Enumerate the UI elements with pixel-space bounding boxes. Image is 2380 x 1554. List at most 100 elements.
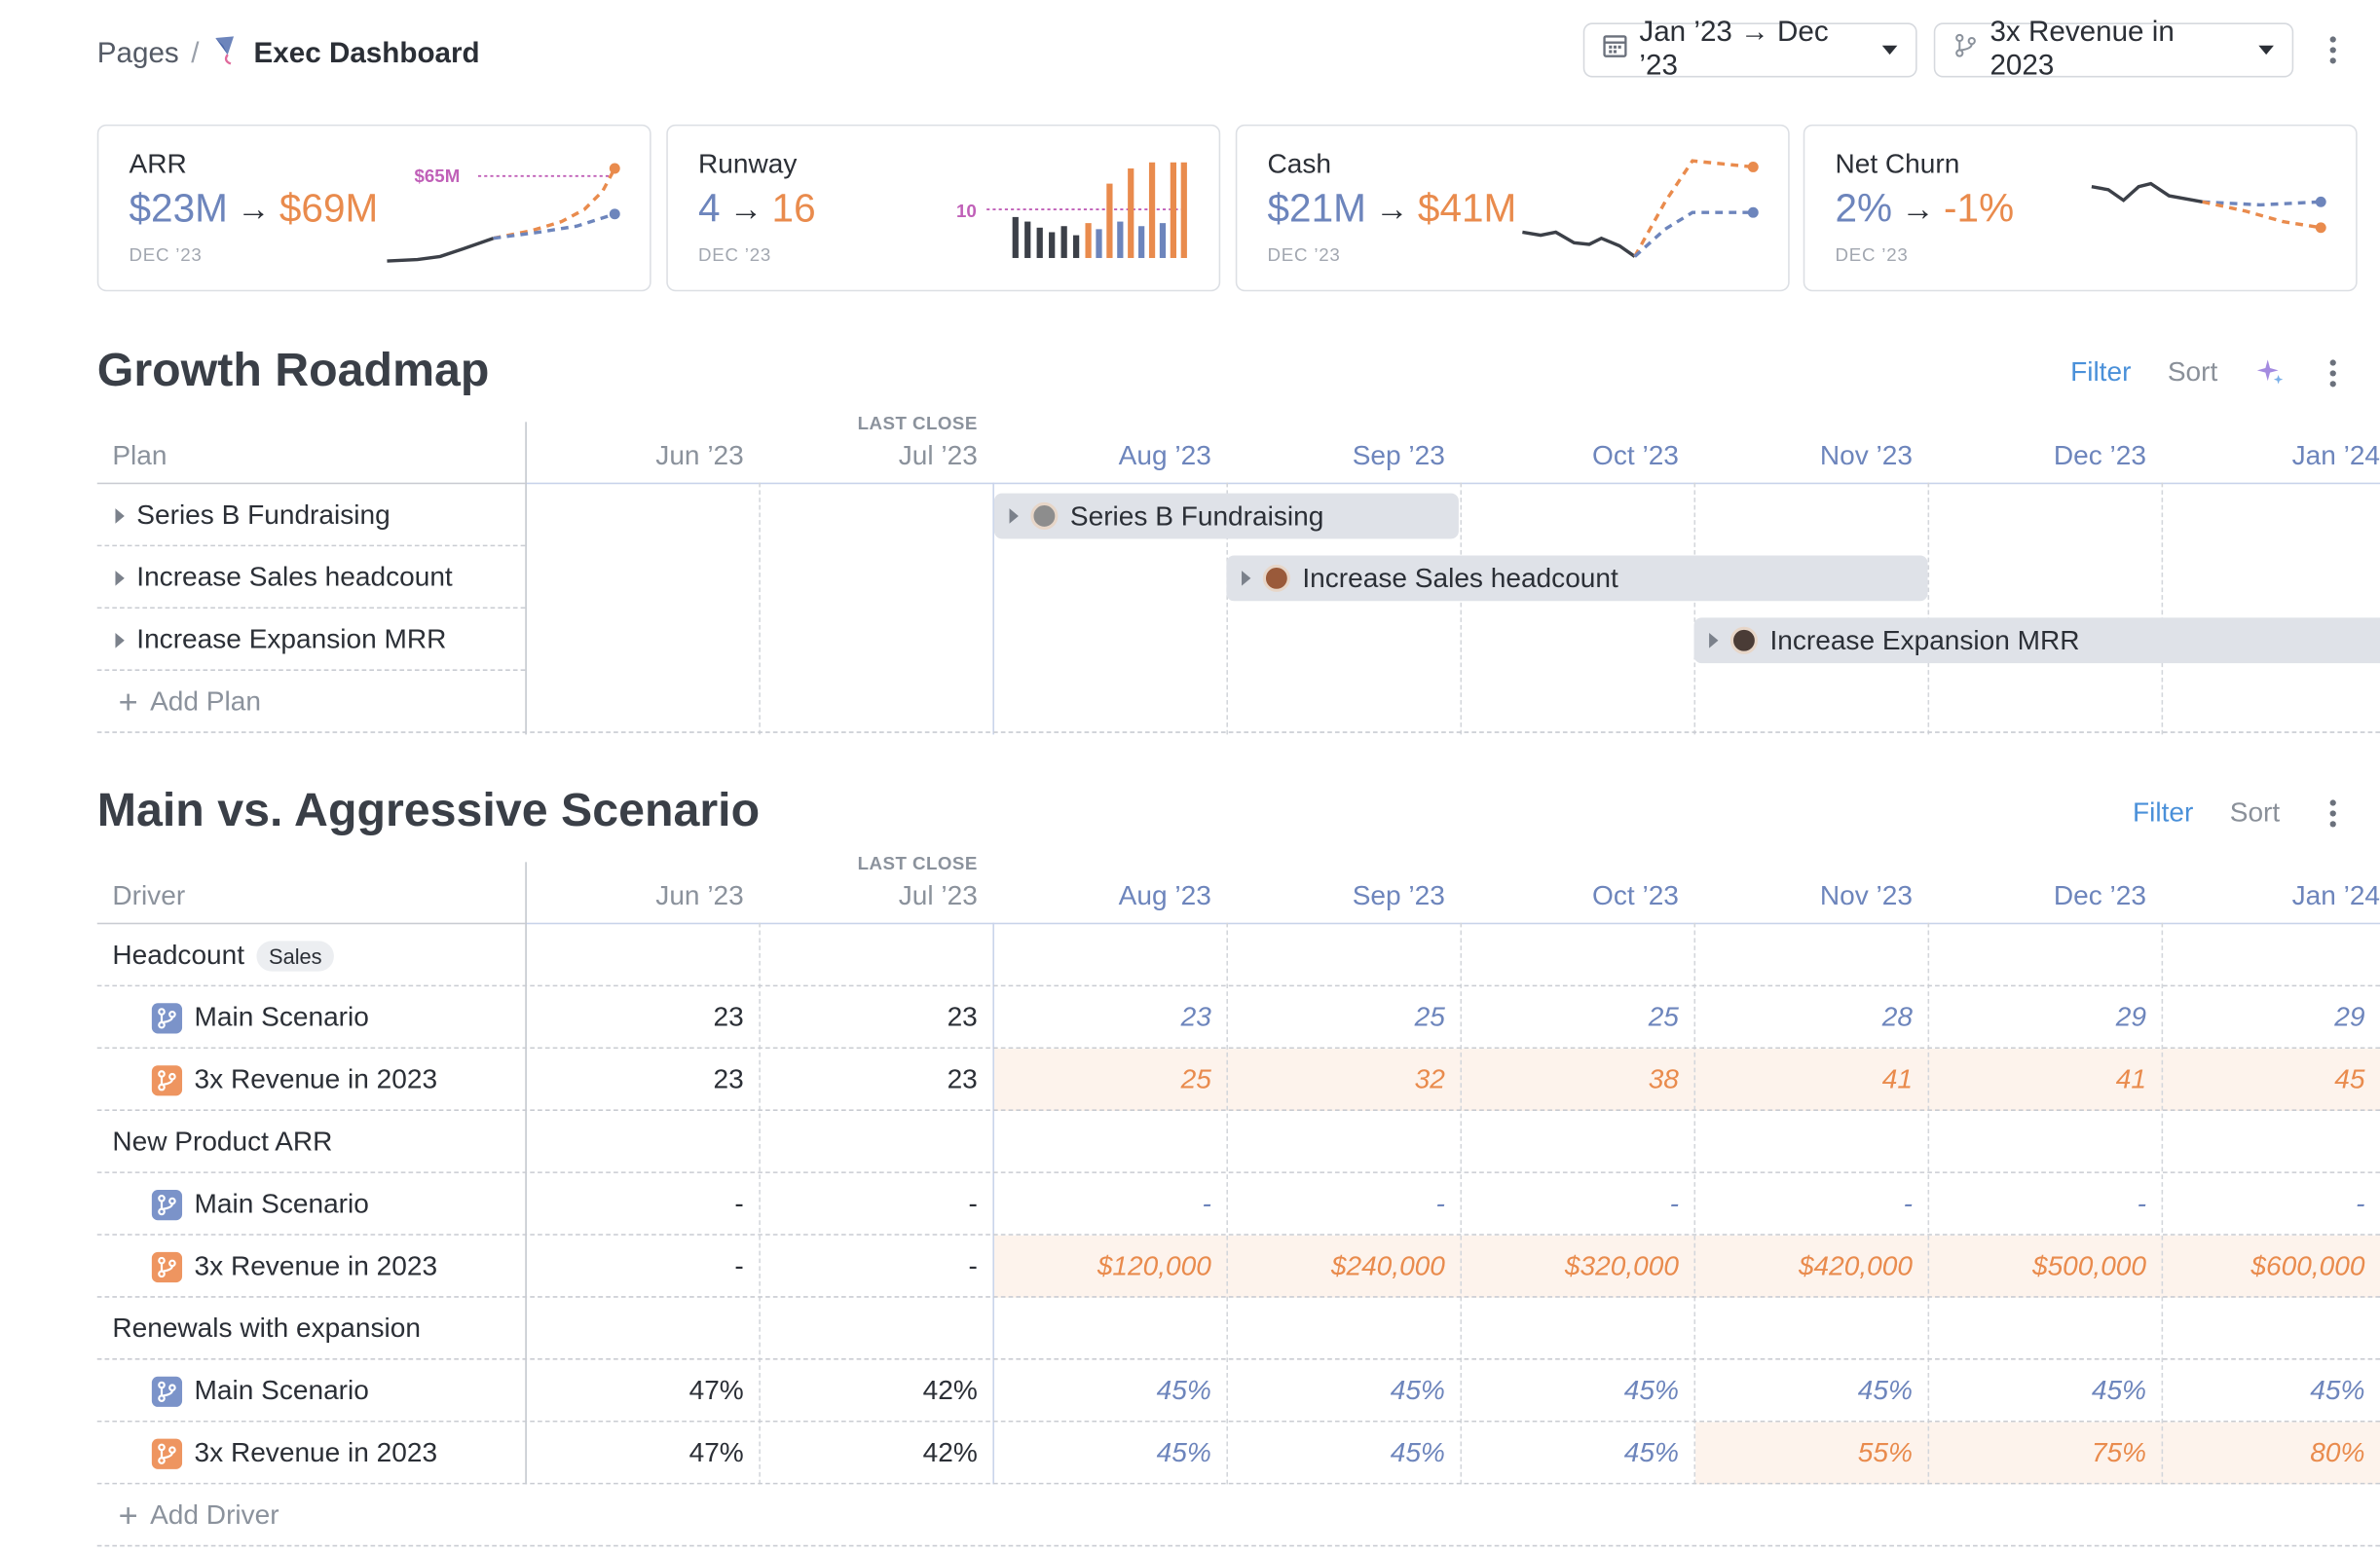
sparkle-icon[interactable] bbox=[2255, 356, 2286, 394]
plan-row-sales-headcount[interactable]: Increase Sales headcount bbox=[115, 562, 453, 594]
value-cell[interactable]: $320,000 bbox=[1564, 1250, 1679, 1281]
kpi-card-arr[interactable]: ARR $23M → $69M DEC ’23 $65M bbox=[96, 124, 651, 292]
scenario-more-icon[interactable] bbox=[2329, 799, 2336, 828]
value-cell[interactable]: 23 bbox=[947, 1001, 978, 1032]
page-title: Exec Dashboard bbox=[253, 37, 480, 70]
month-header: Jul ’23 bbox=[898, 880, 978, 911]
roadmap-sort-button[interactable]: Sort bbox=[2167, 356, 2218, 388]
driver-group-renewals[interactable]: Renewals with expansion bbox=[112, 1313, 421, 1345]
value-cell[interactable]: 45% bbox=[2310, 1375, 2365, 1406]
value-cell[interactable]: 45% bbox=[1623, 1375, 1679, 1406]
scenario-dropdown[interactable]: 3x Revenue in 2023 bbox=[1933, 17, 2294, 82]
value-cell[interactable]: $600,000 bbox=[2250, 1250, 2365, 1281]
value-cell[interactable]: 29 bbox=[2115, 1001, 2147, 1032]
kpi-card-cash[interactable]: Cash $21M → $41M DEC ’23 bbox=[1235, 124, 1790, 292]
value-cell[interactable]: 23 bbox=[713, 1001, 744, 1032]
value-cell[interactable]: 23 bbox=[947, 1063, 978, 1094]
value-cell[interactable]: 23 bbox=[1180, 1001, 1211, 1032]
plan-row-expansion-mrr[interactable]: Increase Expansion MRR bbox=[115, 624, 446, 656]
value-cell[interactable]: 45 bbox=[2334, 1063, 2365, 1094]
scenario-row-alt[interactable]: 3x Revenue in 2023 bbox=[151, 1250, 437, 1282]
add-driver-button[interactable]: + Add Driver bbox=[119, 1498, 279, 1531]
driver-group-headcount[interactable]: Headcount Sales bbox=[112, 940, 335, 972]
scenario-row-main[interactable]: Main Scenario bbox=[151, 1188, 369, 1220]
kpi-value: 2% → -1% bbox=[1835, 185, 2014, 232]
value-cell[interactable]: - bbox=[2137, 1188, 2147, 1219]
value-cell[interactable]: $500,000 bbox=[2031, 1250, 2147, 1281]
value-cell[interactable]: 25 bbox=[1180, 1063, 1211, 1094]
value-cell[interactable]: - bbox=[734, 1250, 744, 1281]
value-cell[interactable]: 29 bbox=[2334, 1001, 2365, 1032]
gantt-bar-sales-headcount[interactable]: Increase Sales headcount bbox=[1226, 555, 1928, 602]
value-cell[interactable]: 47% bbox=[688, 1437, 744, 1468]
gantt-bar-expansion-mrr[interactable]: Increase Expansion MRR bbox=[1693, 617, 2380, 664]
breadcrumb-pages[interactable]: Pages bbox=[96, 37, 179, 70]
value-cell[interactable]: 45% bbox=[1623, 1437, 1679, 1468]
kpi-date: DEC ’23 bbox=[129, 243, 203, 266]
kpi-from: $23M bbox=[129, 185, 228, 231]
value-cell[interactable]: 45% bbox=[1857, 1375, 1913, 1406]
scenario-filter-button[interactable]: Filter bbox=[2132, 796, 2194, 828]
roadmap-filter-button[interactable]: Filter bbox=[2070, 356, 2132, 388]
scenario-row-alt[interactable]: 3x Revenue in 2023 bbox=[151, 1064, 437, 1096]
plan-label: Series B Fundraising bbox=[136, 499, 390, 530]
value-cell[interactable]: 45% bbox=[1390, 1375, 1445, 1406]
value-cell[interactable]: - bbox=[1903, 1188, 1913, 1219]
value-cell[interactable]: - bbox=[968, 1250, 978, 1281]
value-cell[interactable]: - bbox=[1435, 1188, 1445, 1219]
plan-row-series-b[interactable]: Series B Fundraising bbox=[115, 500, 390, 532]
expand-caret-icon[interactable] bbox=[115, 570, 125, 585]
value-cell[interactable]: - bbox=[1202, 1188, 1211, 1219]
kpi-card-runway[interactable]: Runway 4 → 16 DEC ’23 10 bbox=[666, 124, 1221, 292]
value-cell[interactable]: 42% bbox=[922, 1437, 978, 1468]
arr-annotation: $65M bbox=[415, 166, 461, 186]
value-cell[interactable]: $120,000 bbox=[1097, 1250, 1211, 1281]
value-cell[interactable]: - bbox=[968, 1188, 978, 1219]
value-cell[interactable]: 25 bbox=[1648, 1001, 1679, 1032]
value-cell[interactable]: 75% bbox=[2091, 1437, 2147, 1468]
value-cell[interactable]: 38 bbox=[1648, 1063, 1679, 1094]
scenario-row-main[interactable]: Main Scenario bbox=[151, 1002, 369, 1034]
value-cell[interactable]: 80% bbox=[2310, 1437, 2365, 1468]
roadmap-more-icon[interactable] bbox=[2329, 359, 2336, 388]
gantt-bar-series-b[interactable]: Series B Fundraising bbox=[993, 493, 1459, 539]
value-cell[interactable]: 32 bbox=[1414, 1063, 1445, 1094]
kpi-from: $21M bbox=[1267, 185, 1366, 231]
scenario-label: Main Scenario bbox=[194, 1375, 369, 1406]
value-cell[interactable]: 45% bbox=[1390, 1437, 1445, 1468]
kpi-card-net-churn[interactable]: Net Churn 2% → -1% DEC ’23 bbox=[1803, 124, 2358, 292]
branch-icon bbox=[151, 1375, 183, 1407]
value-cell[interactable]: 23 bbox=[713, 1063, 744, 1094]
value-cell[interactable]: 47% bbox=[688, 1375, 744, 1406]
value-cell[interactable]: - bbox=[734, 1188, 744, 1219]
date-range-dropdown[interactable]: Jan ’23 → Dec ’23 bbox=[1582, 17, 1917, 82]
value-cell[interactable]: $240,000 bbox=[1330, 1250, 1445, 1281]
expand-caret-icon[interactable] bbox=[115, 507, 125, 523]
value-cell[interactable]: 41 bbox=[2115, 1063, 2147, 1094]
value-cell[interactable]: 45% bbox=[2091, 1375, 2147, 1406]
value-cell[interactable]: 28 bbox=[1881, 1001, 1913, 1032]
last-close-label: LAST CLOSE bbox=[857, 412, 978, 434]
gantt-bar-label: Increase Expansion MRR bbox=[1769, 624, 2080, 655]
arrow-right-icon: → bbox=[1901, 189, 1935, 228]
expand-caret-icon[interactable] bbox=[115, 632, 125, 648]
value-cell[interactable]: 55% bbox=[1857, 1437, 1913, 1468]
scenario-sort-button[interactable]: Sort bbox=[2229, 796, 2281, 828]
scenario-row-alt[interactable]: 3x Revenue in 2023 bbox=[151, 1437, 437, 1469]
value-cell[interactable]: 25 bbox=[1414, 1001, 1445, 1032]
driver-group-new-product-arr[interactable]: New Product ARR bbox=[112, 1127, 332, 1159]
value-cell[interactable]: - bbox=[1669, 1188, 1679, 1219]
value-cell[interactable]: 45% bbox=[1156, 1437, 1211, 1468]
add-plan-button[interactable]: + Add Plan bbox=[119, 684, 261, 718]
value-cell[interactable]: 42% bbox=[922, 1375, 978, 1406]
kpi-to: $69M bbox=[279, 185, 379, 231]
value-cell[interactable]: - bbox=[2356, 1188, 2365, 1219]
scenario-row-main[interactable]: Main Scenario bbox=[151, 1375, 369, 1407]
kpi-title: ARR bbox=[129, 148, 187, 179]
more-options-icon[interactable] bbox=[2329, 36, 2336, 64]
month-header: Sep ’23 bbox=[1352, 440, 1445, 471]
value-cell[interactable]: 41 bbox=[1881, 1063, 1913, 1094]
branch-icon bbox=[1953, 33, 1978, 66]
value-cell[interactable]: $420,000 bbox=[1798, 1250, 1913, 1281]
value-cell[interactable]: 45% bbox=[1156, 1375, 1211, 1406]
